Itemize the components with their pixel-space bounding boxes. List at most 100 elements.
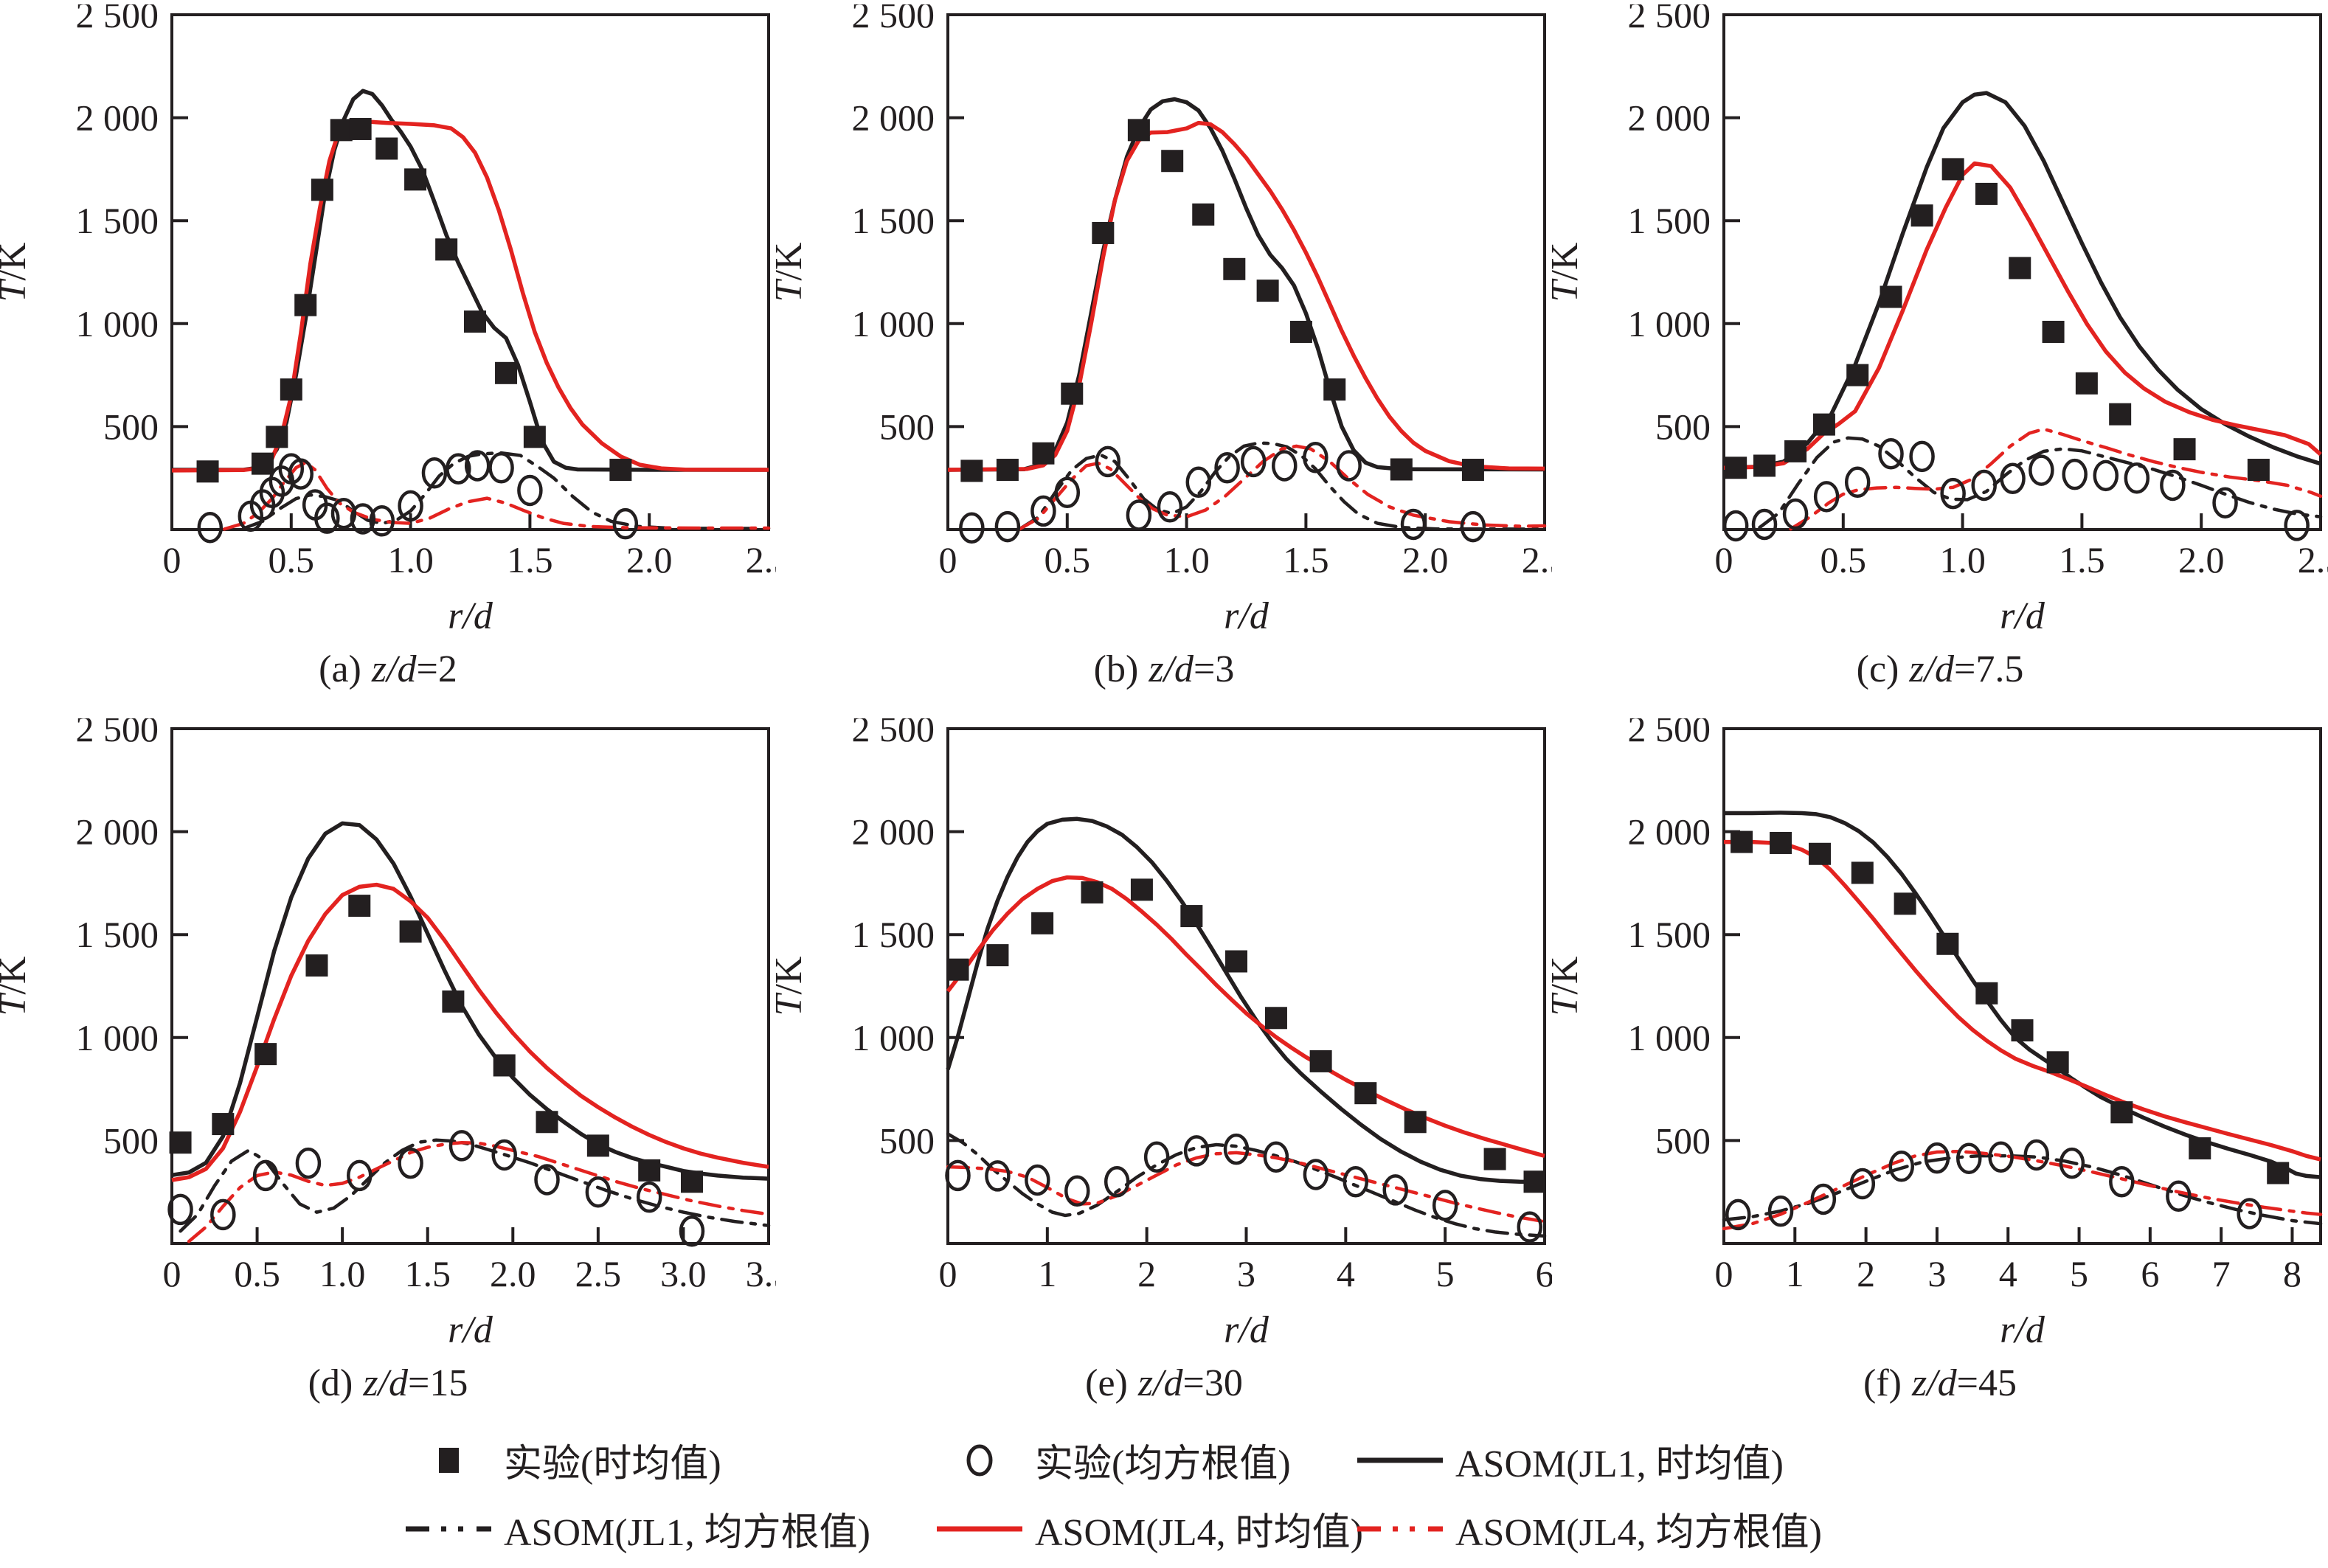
legend-item-jl4-mean: ASOM(JL4, 时均值) <box>924 1501 1363 1556</box>
svg-text:500: 500 <box>1655 406 1711 447</box>
legend-item-jl1-rms: ASOM(JL1, 均方根值) <box>393 1501 924 1556</box>
svg-text:1 500: 1 500 <box>852 200 935 241</box>
svg-text:6: 6 <box>1536 1253 1553 1294</box>
svg-text:2: 2 <box>1857 1253 1875 1294</box>
plot-d: 500 1 000 1 500 2 000 2 500 0 0.5 1.0 1.5 2.0 2.5 3… <box>0 718 776 1351</box>
svg-text:500: 500 <box>103 1120 159 1161</box>
caption-b-value: =3 <box>1194 648 1235 690</box>
svg-text:T/K: T/K <box>776 242 810 302</box>
caption-a-value: =2 <box>416 648 457 690</box>
svg-text:1 000: 1 000 <box>852 303 935 344</box>
svg-text:2.0: 2.0 <box>2178 539 2225 580</box>
svg-text:500: 500 <box>1655 1120 1711 1161</box>
svg-text:4: 4 <box>1337 1253 1355 1294</box>
svg-text:2.0: 2.0 <box>490 1253 536 1294</box>
svg-text:r/d: r/d <box>2000 595 2045 637</box>
legend-item-exp-mean: 实验(时均值) <box>393 1432 924 1488</box>
svg-text:2.0: 2.0 <box>626 539 673 580</box>
panel-c: 500 1 000 1 500 2 000 2 500 0 0.5 1.0 1.5 2.0 2.5 r… <box>1552 4 2328 699</box>
svg-text:T/K: T/K <box>776 956 810 1016</box>
svg-text:1.0: 1.0 <box>1163 539 1210 580</box>
legend-marker-solid-black-line-icon <box>1345 1441 1455 1479</box>
svg-text:1 500: 1 500 <box>76 914 159 955</box>
svg-text:0.5: 0.5 <box>1821 539 1867 580</box>
caption-c-value: =7.5 <box>1954 648 2024 690</box>
caption-f: (f) z/d=45 <box>1863 1361 2017 1413</box>
caption-f-value: =45 <box>1956 1362 2017 1404</box>
svg-text:1 500: 1 500 <box>76 200 159 241</box>
svg-text:r/d: r/d <box>2000 1309 2045 1351</box>
legend-item-exp-rms: 实验(均方根值) <box>924 1432 1345 1488</box>
caption-f-variable: z/d <box>1911 1362 1957 1404</box>
svg-text:0: 0 <box>163 1253 181 1294</box>
svg-text:2: 2 <box>1137 1253 1156 1294</box>
svg-text:2.5: 2.5 <box>1522 539 1552 580</box>
svg-text:r/d: r/d <box>448 595 493 637</box>
svg-text:0: 0 <box>163 539 181 580</box>
svg-text:5: 5 <box>1436 1253 1455 1294</box>
svg-text:4: 4 <box>1999 1253 2017 1294</box>
svg-text:2 500: 2 500 <box>76 4 159 35</box>
plot-e: 500 1 000 1 500 2 000 2 500 0 1 2 3 4 5 6 r/d T/K <box>776 718 1553 1351</box>
caption-d-index: (d) <box>308 1362 353 1404</box>
caption-e-variable: z/d <box>1137 1362 1183 1404</box>
svg-text:1.5: 1.5 <box>1283 539 1329 580</box>
svg-text:r/d: r/d <box>1224 1309 1269 1351</box>
svg-text:0.5: 0.5 <box>269 539 315 580</box>
legend-marker-dashdot-red-line-icon <box>1345 1510 1455 1548</box>
plot-row-bottom: 500 1 000 1 500 2 000 2 500 0 0.5 1.0 1.5 2.0 2.5 3… <box>0 718 2328 1413</box>
caption-b: (b) z/d=3 <box>1094 648 1235 699</box>
svg-text:1.5: 1.5 <box>507 539 553 580</box>
svg-text:r/d: r/d <box>448 1309 493 1351</box>
svg-text:2 500: 2 500 <box>1628 4 1711 35</box>
legend: 实验(时均值) 实验(均方根值) ASOM(JL1, 时均值) ASOM(JL1… <box>393 1432 1935 1556</box>
svg-text:3: 3 <box>1927 1253 1946 1294</box>
svg-text:500: 500 <box>879 1120 935 1161</box>
svg-text:0: 0 <box>939 1253 957 1294</box>
caption-a-variable: z/d <box>371 648 417 690</box>
svg-text:2 500: 2 500 <box>1628 718 1711 749</box>
svg-text:1 500: 1 500 <box>1628 914 1711 955</box>
legend-label-jl4-rms: ASOM(JL4, 均方根值) <box>1455 1512 1822 1554</box>
svg-text:T/K: T/K <box>1552 956 1586 1016</box>
svg-text:1.5: 1.5 <box>2059 539 2105 580</box>
svg-text:3.0: 3.0 <box>660 1253 707 1294</box>
svg-text:0.5: 0.5 <box>1045 539 1091 580</box>
caption-c-index: (c) <box>1856 648 1899 690</box>
caption-c-variable: z/d <box>1909 648 1955 690</box>
svg-text:2.0: 2.0 <box>1402 539 1449 580</box>
legend-label-jl4-mean: ASOM(JL4, 时均值) <box>1035 1512 1363 1554</box>
svg-text:500: 500 <box>879 406 935 447</box>
svg-text:1 500: 1 500 <box>1628 200 1711 241</box>
caption-e-index: (e) <box>1085 1362 1128 1404</box>
legend-item-jl1-mean: ASOM(JL1, 时均值) <box>1345 1432 1935 1488</box>
legend-label-jl1-mean: ASOM(JL1, 时均值) <box>1455 1443 1784 1485</box>
svg-text:1 000: 1 000 <box>1628 303 1711 344</box>
svg-text:2 000: 2 000 <box>852 97 935 139</box>
panel-d: 500 1 000 1 500 2 000 2 500 0 0.5 1.0 1.5 2.0 2.5 3… <box>0 718 776 1413</box>
caption-e: (e) z/d=30 <box>1085 1361 1243 1413</box>
svg-text:0: 0 <box>1715 1253 1733 1294</box>
plot-f: 500 1 000 1 500 2 000 2 500 0 1 2 3 4 5 6 7 8 r/d T/K <box>1552 718 2323 1351</box>
legend-marker-circle-icon <box>924 1441 1035 1479</box>
plot-a: 500 1 000 1 500 2 000 2 500 0 0.5 1.0 1.5 2.0 2.5 r… <box>0 4 776 637</box>
svg-text:2 000: 2 000 <box>76 811 159 853</box>
legend-marker-dashdot-black-line-icon <box>393 1510 504 1548</box>
legend-label-exp-mean: 实验(时均值) <box>504 1443 721 1485</box>
panel-f: 500 1 000 1 500 2 000 2 500 0 1 2 3 4 5 6 7 8 r/d T/K (… <box>1552 718 2328 1413</box>
legend-marker-solid-red-line-icon <box>924 1510 1035 1548</box>
svg-text:2.5: 2.5 <box>746 539 776 580</box>
caption-d: (d) z/d=15 <box>308 1361 468 1413</box>
caption-f-index: (f) <box>1863 1362 1902 1404</box>
panel-a: 500 1 000 1 500 2 000 2 500 0 0.5 1.0 1.5 2.0 2.5 r… <box>0 4 776 699</box>
svg-text:2 000: 2 000 <box>1628 811 1711 853</box>
svg-text:T/K: T/K <box>0 956 34 1016</box>
svg-text:2 500: 2 500 <box>852 718 935 749</box>
svg-text:0.5: 0.5 <box>234 1253 280 1294</box>
svg-text:0: 0 <box>939 539 957 580</box>
svg-text:1.0: 1.0 <box>387 539 434 580</box>
svg-text:3: 3 <box>1237 1253 1255 1294</box>
svg-text:7: 7 <box>2212 1253 2231 1294</box>
caption-b-variable: z/d <box>1149 648 1194 690</box>
